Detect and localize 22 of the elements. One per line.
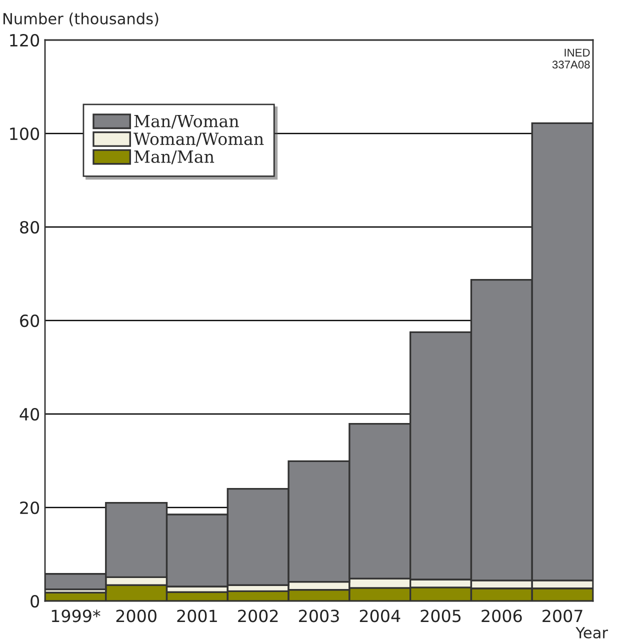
y-tick-label: 0	[30, 594, 40, 608]
legend-label: Man/Woman	[134, 114, 239, 129]
legend-label: Woman/Woman	[134, 132, 264, 146]
x-axis-title: Year	[576, 627, 608, 638]
y-tick-label: 80	[20, 220, 40, 234]
y-tick-label: 60	[20, 314, 40, 328]
x-tick-label: 2003	[299, 610, 339, 622]
y-axis-title: Number (thousands)	[4, 12, 158, 26]
legend-label: Man/Man	[134, 150, 214, 164]
annotation: INED 337A08	[552, 48, 590, 69]
x-tick-label: 2001	[177, 610, 217, 622]
y-tick-label: 120	[10, 34, 40, 47]
y-tick-label: 20	[20, 501, 40, 514]
x-tick-label: 2005	[420, 610, 461, 622]
y-tick-label: 100	[10, 127, 40, 140]
x-tick-label: 2007	[542, 610, 582, 622]
x-tick-label: 2006	[482, 610, 522, 622]
x-tick-label: 1999*	[52, 610, 100, 622]
x-tick-label: 2002	[238, 610, 278, 622]
x-tick-label: 2000	[116, 610, 156, 622]
x-tick-label: 2004	[360, 610, 400, 622]
y-tick-label: 40	[20, 408, 40, 421]
